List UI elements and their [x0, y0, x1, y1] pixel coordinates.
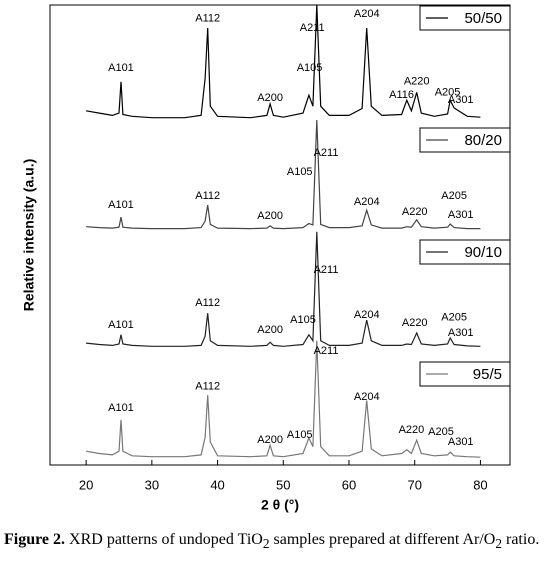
x-tick-label: 20: [79, 477, 93, 492]
caption-label: Figure 2.: [4, 531, 66, 548]
caption-text: samples prepared at different Ar/O: [269, 531, 496, 548]
spectrum-line: [86, 231, 481, 347]
peak-annotation: A301: [448, 94, 474, 106]
chart: 2 θ (°) Relative intensity (a.u.) 20 30 40…: [21, 4, 511, 513]
peak-annotation: A301: [448, 436, 474, 448]
peak-annotation: A112: [195, 13, 220, 25]
caption: Figure 2. XRD patterns of undoped TiO2 s…: [4, 530, 544, 553]
caption-text: XRD patterns of undoped TiO: [65, 531, 263, 548]
peak-annotation: A105: [290, 314, 316, 326]
peak-annotation: A116: [389, 89, 414, 101]
peak-annotation: A301: [448, 209, 474, 221]
peak-annotation: A112: [195, 297, 220, 309]
spectrum-line: [85, 340, 481, 458]
peak-annotation: A211: [314, 264, 339, 276]
peak-annotation: A204: [354, 8, 380, 20]
peak-annotation: A112: [195, 190, 220, 202]
peak-annotation: A220: [399, 424, 425, 436]
peak-annotation: A211: [314, 345, 339, 357]
peak-annotation: A105: [287, 166, 313, 178]
legend-label: 90/10: [464, 244, 502, 261]
x-tick-label: 70: [407, 477, 421, 492]
peak-annotation: A220: [402, 206, 428, 218]
peak-annotation: A200: [257, 210, 283, 222]
x-axis-title: 2 θ (°): [261, 497, 299, 513]
peak-annotation: A205: [441, 312, 467, 324]
peak-annotation: A101: [108, 62, 134, 74]
peak-annotation: A200: [257, 434, 283, 446]
x-tick-label: 80: [473, 477, 487, 492]
y-axis-title: Relative intensity (a.u.): [21, 159, 37, 311]
legend-label: 50/50: [464, 10, 502, 27]
spectrum-line: [85, 4, 481, 119]
peak-annotation: A211: [300, 22, 325, 34]
peak-annotation: A301: [448, 327, 474, 339]
peak-annotation: A200: [257, 92, 283, 104]
caption-subscript: 2: [262, 536, 270, 552]
peak-annotation: A101: [108, 319, 134, 331]
peak-annotation: A112: [195, 381, 220, 393]
peak-annotation: A204: [354, 196, 380, 208]
peak-annotation: A204: [354, 309, 380, 321]
peak-annotation: A105: [287, 429, 313, 441]
x-tick-label: 30: [145, 477, 159, 492]
plot-frame: [49, 4, 511, 466]
peak-annotation: A200: [257, 324, 283, 336]
peak-annotation: A205: [428, 426, 454, 438]
legend-label: 80/20: [464, 132, 502, 149]
legend-label: 95/5: [473, 366, 502, 383]
peak-annotation: A211: [314, 147, 339, 159]
peak-annotation: A101: [108, 199, 134, 211]
peak-annotation: A105: [297, 62, 323, 74]
peak-annotation: A220: [402, 317, 428, 329]
peak-annotation: A204: [354, 391, 380, 403]
peak-annotation: A220: [404, 76, 430, 88]
x-tick-label: 50: [276, 477, 290, 492]
peak-annotation: A205: [441, 190, 467, 202]
caption-text: ratio.: [502, 531, 540, 548]
spectrum-line: [86, 119, 481, 230]
x-tick-label: 40: [210, 477, 224, 492]
peak-annotation: A101: [108, 402, 134, 414]
caption-subscript: 2: [495, 536, 502, 552]
peak-annotation: A205: [435, 86, 461, 98]
x-tick-label: 60: [342, 477, 356, 492]
